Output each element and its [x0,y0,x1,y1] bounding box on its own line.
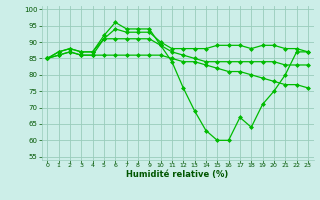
X-axis label: Humidité relative (%): Humidité relative (%) [126,170,229,179]
